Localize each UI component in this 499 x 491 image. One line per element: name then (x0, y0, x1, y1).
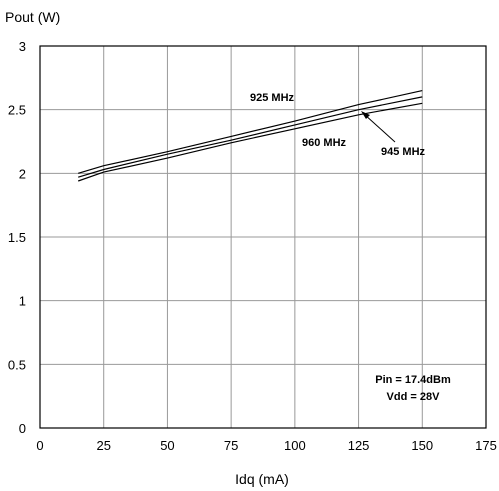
condition-pin-label: Pin = 17.4dBm (375, 374, 451, 386)
series-line-960-mhz (78, 102, 423, 182)
y-tick-label: 0.5 (8, 357, 26, 372)
y-tick-label: 2 (19, 166, 26, 181)
x-tick-label: 75 (224, 438, 238, 453)
x-tick-label: 50 (160, 438, 174, 453)
x-tick-label: 125 (348, 438, 370, 453)
y-tick-label: 2.5 (8, 103, 26, 118)
series-label-960: 960 MHz (302, 137, 347, 149)
tick-labels: 0 25 50 75 100 125 150 175 0 0.5 1 1.5 2 2.5 3 (8, 39, 497, 453)
series-line-925-mhz (78, 90, 423, 174)
x-tick-label: 25 (96, 438, 110, 453)
series-lines (78, 90, 423, 182)
y-tick-label: 3 (19, 39, 26, 54)
series-label-945: 945 MHz (381, 146, 426, 158)
x-axis-title: Idq (mA) (235, 471, 289, 487)
y-axis-title: Pout (W) (5, 9, 60, 25)
x-tick-label: 175 (475, 438, 497, 453)
x-tick-label: 0 (36, 438, 43, 453)
y-tick-label: 1.5 (8, 230, 26, 245)
x-tick-label: 150 (411, 438, 433, 453)
series-945-pointer-line (363, 113, 396, 143)
x-tick-label: 100 (284, 438, 306, 453)
y-tick-label: 0 (19, 421, 26, 436)
plot-frame (39, 45, 487, 429)
y-tick-label: 1 (19, 294, 26, 309)
condition-vdd-label: Vdd = 28V (387, 391, 441, 403)
series-945-pointer-arrowhead (361, 111, 370, 119)
series-line-945-mhz (78, 96, 423, 178)
series-label-925: 925 MHz (250, 92, 295, 104)
